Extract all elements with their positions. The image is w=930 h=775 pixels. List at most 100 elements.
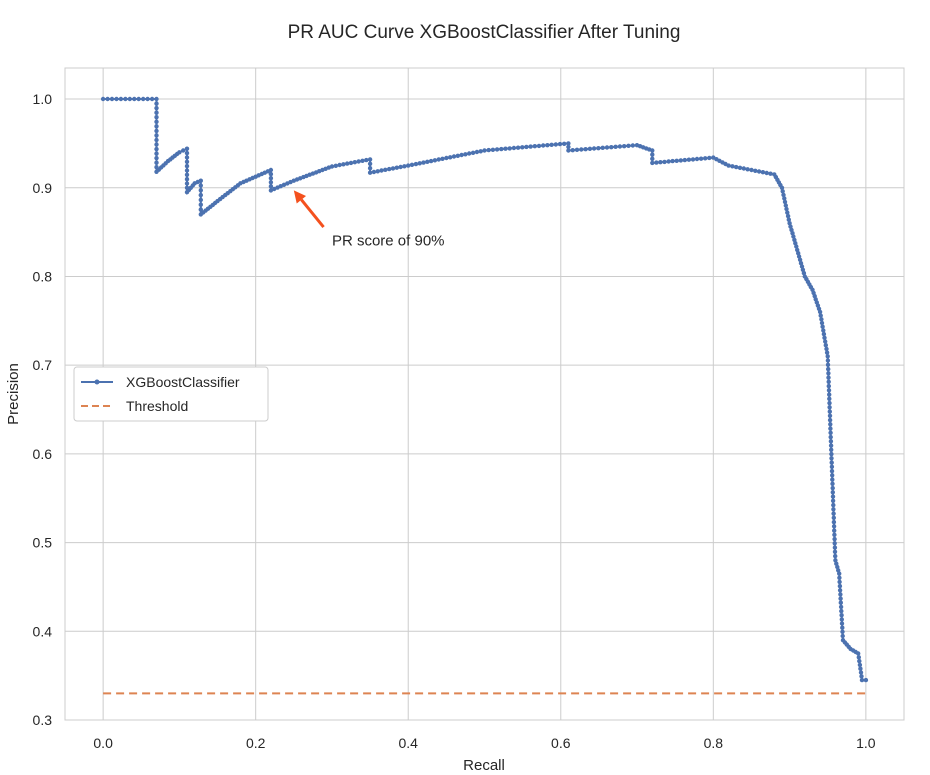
data-point [198, 192, 203, 198]
data-point [666, 159, 671, 164]
data-point [836, 568, 841, 573]
data-point [198, 197, 203, 203]
x-tick-label: 0.2 [246, 735, 266, 751]
data-point [830, 481, 835, 486]
data-point [486, 147, 491, 153]
data-point [791, 234, 796, 239]
data-point [198, 207, 203, 212]
data-point [824, 346, 829, 352]
data-point [268, 188, 274, 193]
data-point [268, 180, 274, 185]
data-point [154, 142, 159, 147]
data-point [825, 362, 831, 367]
data-point [784, 206, 789, 212]
data-point [827, 409, 832, 414]
data-point [786, 217, 791, 222]
data-point [520, 145, 525, 150]
data-point [356, 159, 361, 164]
y-tick-label: 0.5 [33, 535, 53, 551]
data-point [470, 150, 476, 155]
data-point [726, 163, 731, 168]
data-point [181, 148, 186, 153]
data-point [524, 144, 529, 150]
data-point [831, 519, 837, 525]
data-point [831, 507, 836, 512]
data-point [831, 524, 837, 529]
data-point [574, 147, 580, 152]
data-point [371, 169, 377, 175]
data-point [626, 143, 631, 148]
y-tick-label: 0.6 [33, 446, 53, 462]
data-point [545, 143, 550, 148]
data-point [154, 124, 159, 129]
data-point [837, 575, 842, 580]
data-point [650, 160, 655, 166]
data-point [428, 158, 434, 164]
data-point [451, 154, 457, 159]
x-tick-label: 0.8 [704, 735, 724, 751]
data-point [826, 388, 832, 393]
data-point [768, 171, 773, 176]
data-point [745, 167, 750, 172]
data-point [184, 177, 190, 182]
data-point [840, 625, 845, 630]
data-point [857, 658, 862, 664]
annotation-text: PR score of 90% [332, 232, 445, 249]
x-tick-label: 0.0 [93, 735, 113, 751]
data-point [459, 152, 464, 158]
data-point [798, 261, 804, 266]
data-point [827, 405, 832, 410]
data-point [421, 160, 426, 165]
data-point [149, 96, 155, 102]
data-point [857, 662, 863, 668]
data-point [154, 151, 159, 156]
data-point [467, 151, 472, 156]
data-point [591, 146, 597, 151]
data-point [830, 498, 836, 503]
data-point [650, 148, 655, 153]
data-point [184, 159, 190, 164]
data-point [268, 167, 274, 173]
data-point [790, 231, 795, 236]
data-point [184, 146, 190, 151]
data-point [528, 144, 533, 149]
data-point [566, 148, 571, 153]
data-point [796, 251, 801, 256]
data-point [822, 335, 827, 340]
data-point [596, 146, 601, 151]
data-point [832, 532, 837, 537]
data-point [379, 168, 384, 173]
data-point [833, 558, 838, 563]
data-point [394, 165, 399, 170]
data-point [364, 157, 369, 163]
data-point [198, 178, 203, 183]
data-point [463, 152, 468, 157]
data-point [367, 166, 373, 171]
data-point [787, 221, 792, 226]
x-tick-label: 1.0 [856, 735, 876, 751]
data-point [105, 96, 110, 102]
data-point [511, 145, 517, 151]
data-point [827, 417, 833, 423]
data-point [662, 159, 667, 165]
data-point [154, 146, 159, 152]
data-point [154, 128, 159, 134]
data-point [789, 227, 794, 233]
data-point [402, 164, 407, 169]
data-point [141, 96, 146, 102]
data-point [507, 146, 512, 151]
data-point [794, 244, 799, 249]
data-point [690, 157, 696, 162]
data-point [832, 528, 837, 533]
data-point [830, 490, 835, 495]
data-point [828, 426, 833, 431]
data-point [829, 451, 834, 457]
data-point [698, 156, 704, 161]
data-point [566, 141, 571, 146]
data-point [432, 158, 438, 163]
data-point [566, 144, 571, 150]
data-point [825, 354, 830, 359]
data-point [329, 164, 335, 169]
data-point [579, 147, 584, 152]
